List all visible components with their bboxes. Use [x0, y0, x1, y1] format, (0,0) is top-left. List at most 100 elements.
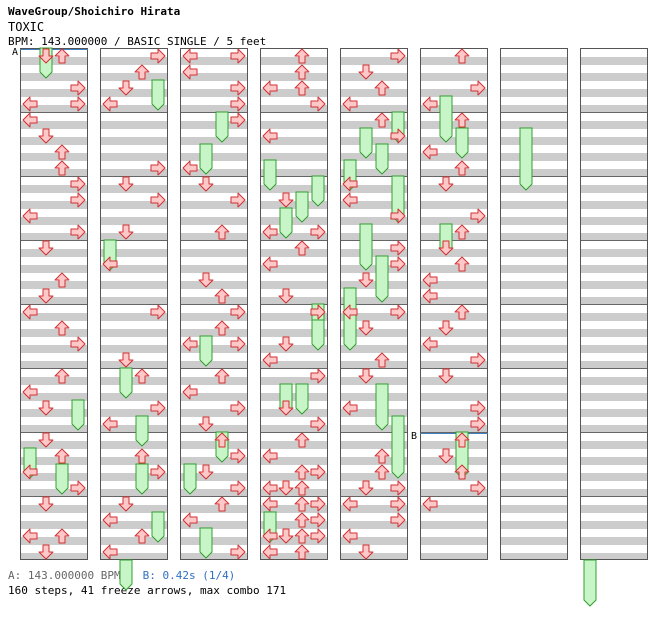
step-arrow-left [342, 496, 358, 512]
step-arrow-up [294, 80, 310, 96]
freeze-arrow [135, 415, 149, 447]
step-arrow-right [310, 496, 326, 512]
step-arrow-left [182, 512, 198, 528]
measure-line [101, 112, 167, 113]
measure-line [581, 496, 647, 497]
step-arrow-right [390, 480, 406, 496]
freeze-arrow [295, 191, 309, 223]
freeze-arrow [439, 95, 453, 143]
step-arrow-right [390, 304, 406, 320]
step-arrow-down [358, 272, 374, 288]
measure-line [181, 176, 247, 177]
step-arrow-down [198, 272, 214, 288]
bpm-a-label: A: 143.000000 BPM [8, 569, 121, 582]
step-arrow-up [214, 432, 230, 448]
measure-line [421, 368, 487, 369]
freeze-arrow [71, 399, 85, 431]
step-arrow-up [54, 528, 70, 544]
measure-line [181, 112, 247, 113]
chart-column [180, 48, 248, 560]
step-arrow-right [310, 416, 326, 432]
step-arrow-left [262, 352, 278, 368]
measure-line [21, 432, 87, 433]
step-arrow-up [454, 464, 470, 480]
measure-line [421, 176, 487, 177]
step-arrow-left [22, 112, 38, 128]
step-arrow-down [198, 176, 214, 192]
step-arrow-right [390, 128, 406, 144]
step-arrow-left [342, 192, 358, 208]
bpm-legend: A: 143.000000 BPM B: 0.42s (1/4) [8, 569, 235, 582]
step-arrow-right [470, 416, 486, 432]
step-arrow-up [294, 544, 310, 560]
step-arrow-right [230, 336, 246, 352]
step-arrow-left [22, 208, 38, 224]
measure-line [261, 304, 327, 305]
measure-line [421, 496, 487, 497]
step-arrow-down [358, 480, 374, 496]
step-arrow-down [278, 336, 294, 352]
measure-line [341, 304, 407, 305]
step-arrow-left [422, 288, 438, 304]
measure-line [261, 496, 327, 497]
step-arrow-left [182, 64, 198, 80]
freeze-arrow [199, 143, 213, 175]
step-arrow-down [278, 480, 294, 496]
step-arrow-left [262, 528, 278, 544]
step-arrow-right [150, 160, 166, 176]
freeze-arrow [183, 463, 197, 495]
measure-line [501, 112, 567, 113]
measure-line [21, 112, 87, 113]
step-arrow-right [230, 448, 246, 464]
step-arrow-down [38, 48, 54, 64]
step-arrow-down [438, 176, 454, 192]
step-arrow-left [22, 96, 38, 112]
step-arrow-right [150, 464, 166, 480]
step-arrow-up [454, 432, 470, 448]
measure-line [341, 496, 407, 497]
step-arrow-right [230, 304, 246, 320]
step-arrow-left [422, 336, 438, 352]
step-arrow-right [390, 208, 406, 224]
step-arrow-down [38, 432, 54, 448]
step-arrow-left [102, 512, 118, 528]
freeze-arrow [455, 127, 469, 159]
measure-line [341, 112, 407, 113]
step-arrow-up [294, 48, 310, 64]
step-arrow-up [454, 48, 470, 64]
step-arrow-up [374, 352, 390, 368]
step-arrow-right [470, 352, 486, 368]
measure-line [421, 240, 487, 241]
step-arrow-up [54, 160, 70, 176]
freeze-arrow [375, 143, 389, 175]
bpm-marker-a: A [12, 47, 19, 58]
step-arrow-left [262, 224, 278, 240]
step-arrow-left [182, 384, 198, 400]
step-arrow-right [230, 48, 246, 64]
step-arrow-right [390, 48, 406, 64]
step-arrow-left [422, 496, 438, 512]
step-arrow-left [422, 144, 438, 160]
chart-column [420, 48, 488, 560]
step-arrow-right [310, 512, 326, 528]
step-arrow-down [118, 80, 134, 96]
step-arrow-up [214, 224, 230, 240]
step-arrow-down [438, 240, 454, 256]
step-arrow-up [294, 480, 310, 496]
step-arrow-left [262, 544, 278, 560]
step-arrow-up [214, 368, 230, 384]
measure-line [501, 432, 567, 433]
step-arrow-right [70, 224, 86, 240]
measure-line [261, 368, 327, 369]
step-arrow-up [214, 320, 230, 336]
measure-line [421, 304, 487, 305]
step-arrow-right [230, 544, 246, 560]
step-arrow-up [294, 64, 310, 80]
step-arrow-up [454, 112, 470, 128]
step-arrow-up [214, 288, 230, 304]
measure-line [181, 432, 247, 433]
step-arrow-down [278, 528, 294, 544]
step-arrow-right [310, 304, 326, 320]
step-arrow-down [358, 544, 374, 560]
